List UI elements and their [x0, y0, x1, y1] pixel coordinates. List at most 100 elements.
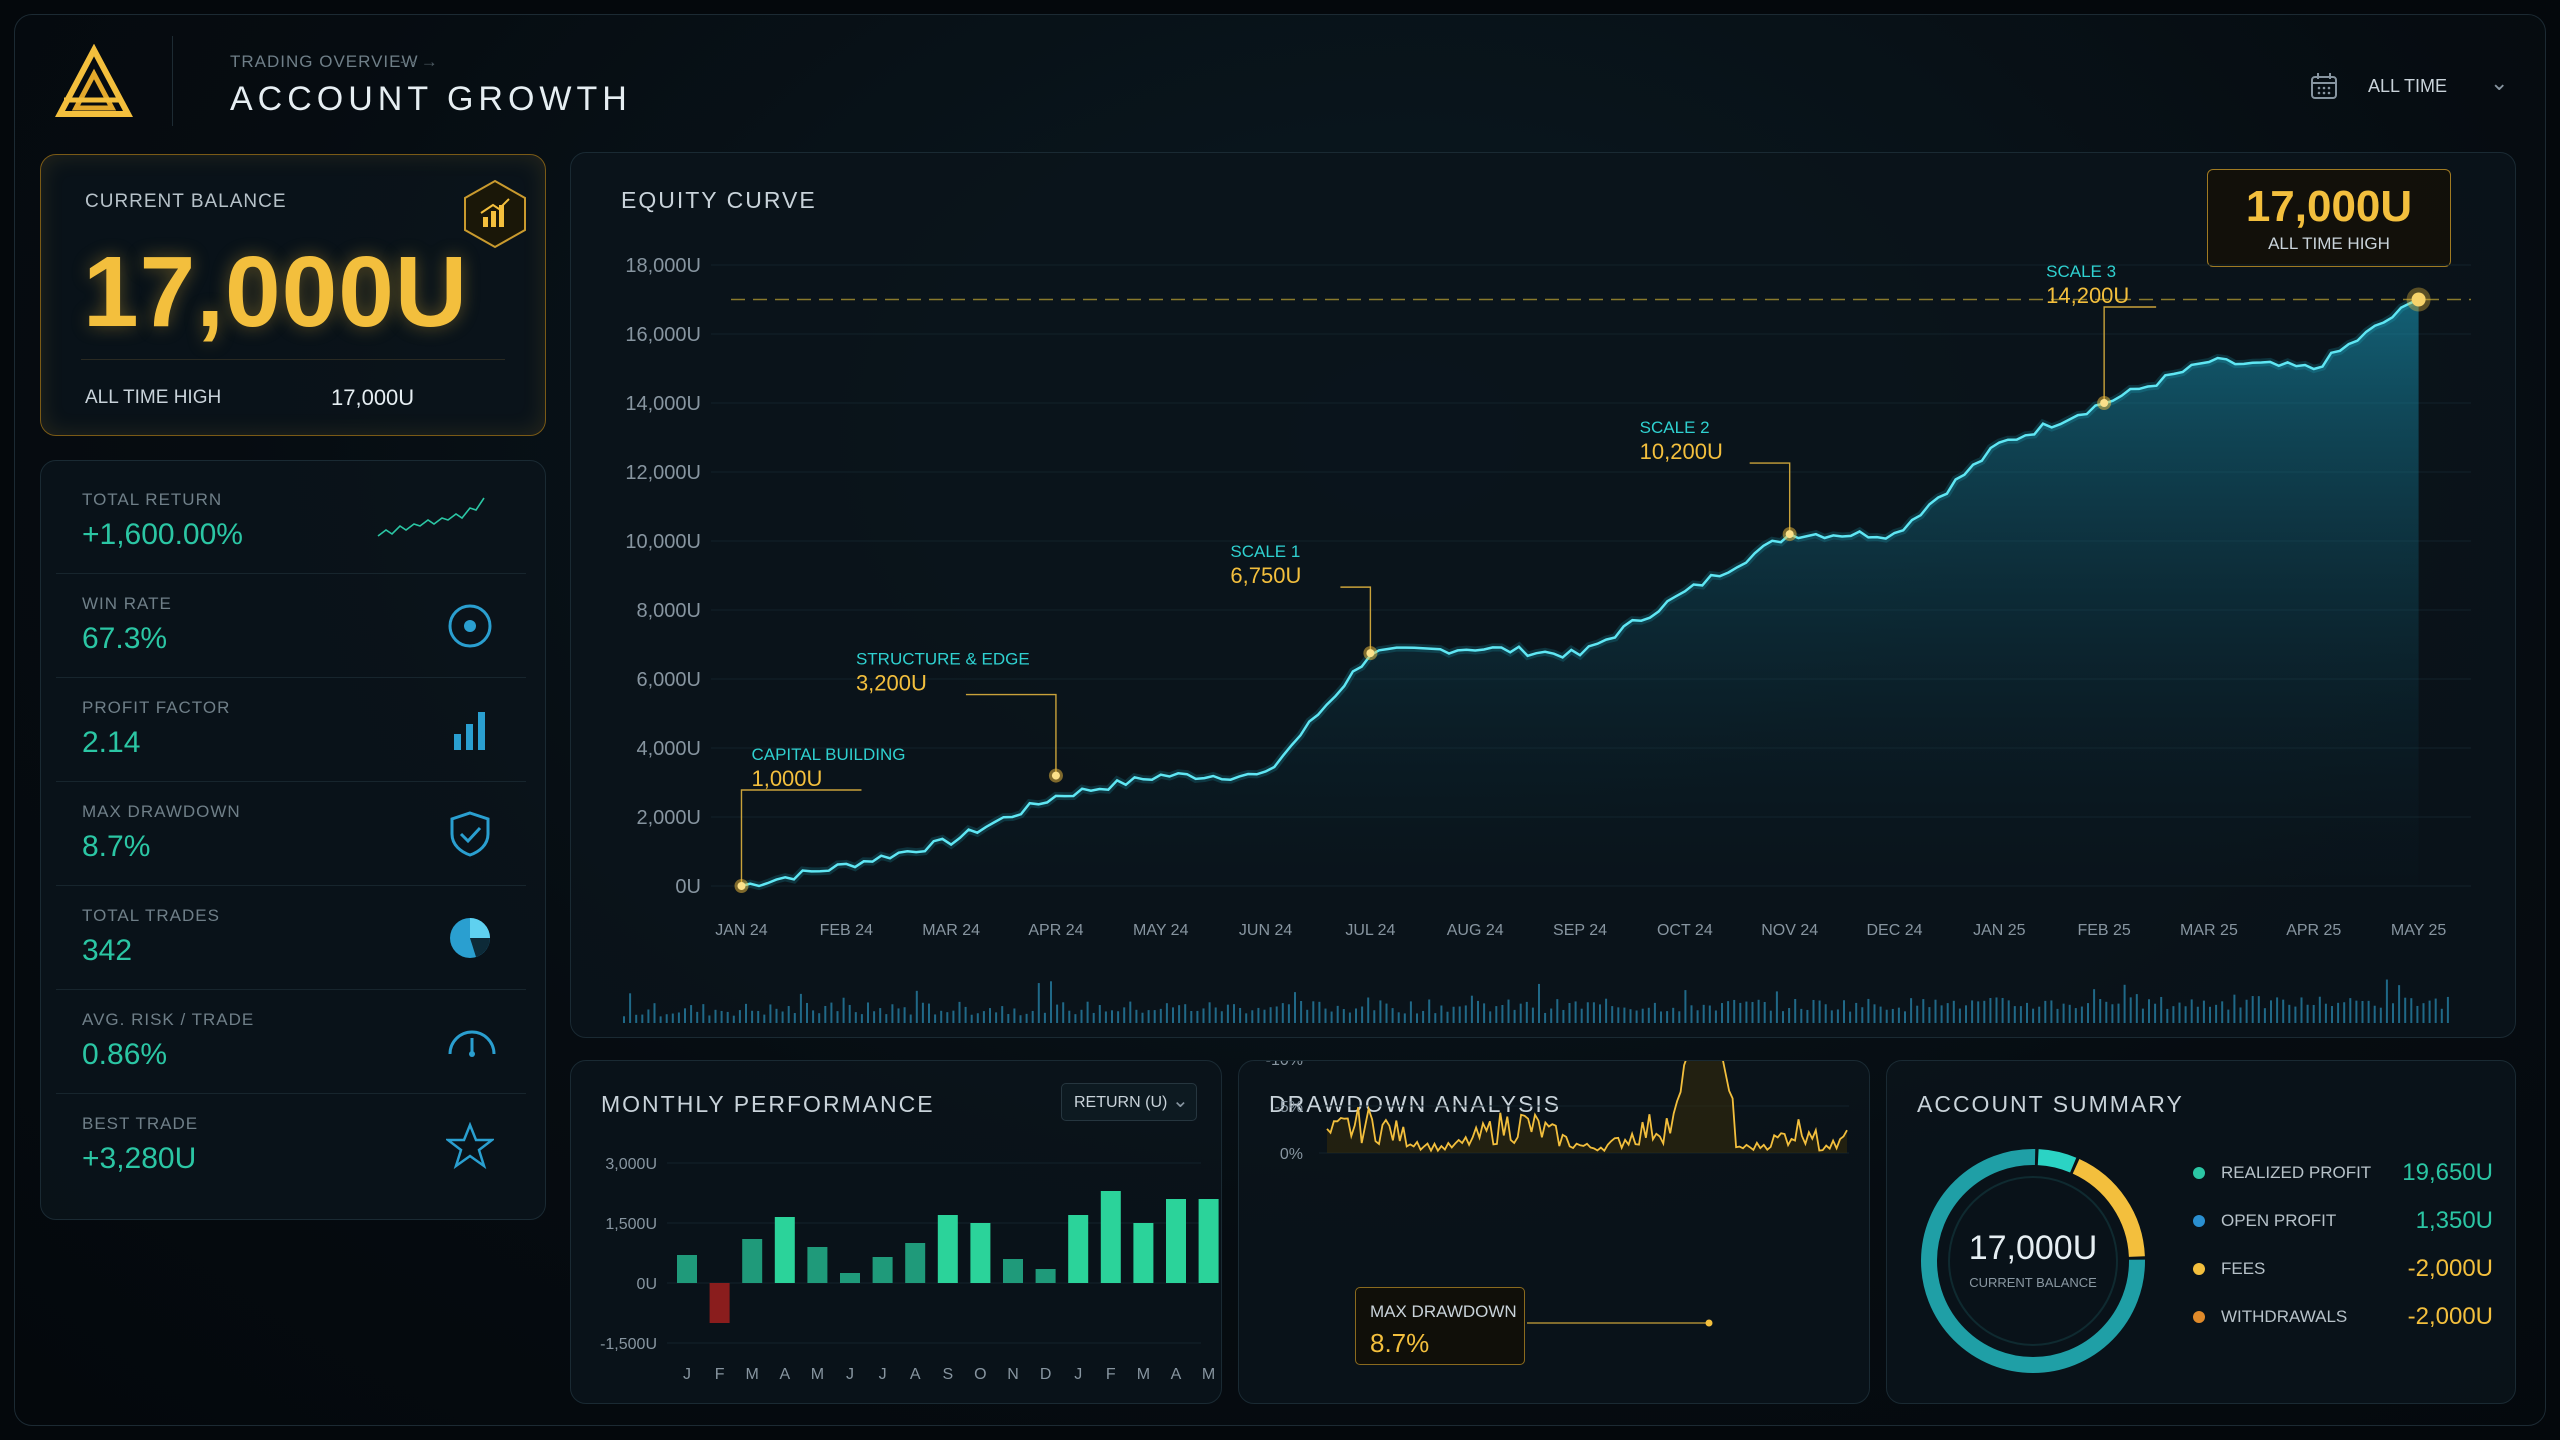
stat-label: MAX DRAWDOWN	[82, 802, 241, 821]
volume-bar	[824, 1005, 827, 1023]
volume-bar	[2282, 999, 2285, 1023]
stat-label: WIN RATE	[82, 594, 172, 613]
summary-legend-item: OPEN PROFIT 1,350U	[2193, 1201, 2493, 1249]
volume-bar	[1031, 1010, 1034, 1023]
volume-bar	[1342, 1009, 1345, 1023]
volume-bar	[873, 1011, 876, 1023]
volume-bar	[1092, 1012, 1095, 1023]
volume-bar	[2373, 1005, 2376, 1023]
drawdown-line	[1326, 1061, 1848, 1153]
y-tick-label: 4,000U	[637, 738, 702, 760]
volume-bar	[1666, 1011, 1669, 1023]
volume-bar	[2440, 1008, 2443, 1023]
volume-bar	[1287, 1004, 1290, 1023]
stat-label: TOTAL TRADES	[82, 906, 220, 925]
volume-bar	[2227, 1009, 2230, 1023]
volume-bar	[1196, 1010, 1199, 1023]
volume-bar	[1940, 1005, 1943, 1023]
volume-bar	[2324, 1003, 2327, 1023]
volume-bar	[1306, 1009, 1309, 1023]
volume-bar	[781, 1011, 784, 1023]
volume-bar	[1556, 999, 1559, 1023]
volume-bar	[1355, 1008, 1357, 1023]
volume-bar	[2007, 1000, 2010, 1023]
volume-bar	[2013, 1006, 2016, 1023]
milestone-point	[1366, 649, 1375, 658]
volume-bar	[2062, 1003, 2065, 1023]
volume-bar	[1574, 1001, 1577, 1023]
volume-bar	[1251, 1010, 1254, 1023]
volume-bar	[1220, 1011, 1223, 1023]
legend-value: -2,000U	[2407, 1303, 2493, 1330]
volume-bar	[2196, 1006, 2199, 1023]
volume-bar	[1452, 1006, 1455, 1023]
month-bar	[937, 1215, 958, 1283]
volume-bar	[2343, 1002, 2346, 1023]
volume-bar	[1745, 1001, 1748, 1023]
volume-bar	[2032, 1008, 2035, 1023]
volume-bar	[1605, 998, 1608, 1023]
volume-bar	[714, 1009, 717, 1023]
volume-bar	[1592, 1002, 1595, 1023]
volume-bar	[818, 1013, 821, 1023]
monthly-metric-dropdown[interactable]: RETURN (U) ⌄	[1061, 1083, 1197, 1121]
volume-bar	[2184, 1006, 2187, 1023]
volume-bar	[1757, 999, 1760, 1023]
volume-bar	[879, 1008, 882, 1023]
equity-chart: 0U 2,000U 4,000U 6,000U 8,000U 10,000U 12,000U…	[623, 255, 2471, 1023]
volume-bar	[659, 1016, 662, 1023]
ath-label: ALL TIME HIGH	[85, 387, 222, 408]
volume-bar	[1629, 1009, 1632, 1023]
volume-bar	[1208, 1002, 1211, 1023]
volume-bar	[2019, 1006, 2022, 1023]
milestone-value: 10,200U	[1640, 439, 1723, 464]
volume-bar	[1068, 1010, 1071, 1023]
milestone-value: 3,200U	[856, 671, 927, 696]
milestone-name: SCALE 2	[1640, 418, 1710, 437]
volume-bar	[2404, 997, 2407, 1023]
volume-bar	[1708, 1005, 1711, 1023]
volume-bar	[2392, 1003, 2394, 1023]
volume-bar	[1946, 1003, 1949, 1023]
volume-bar	[1684, 990, 1687, 1023]
volume-bar	[1056, 1004, 1059, 1023]
summary-donut	[1921, 1149, 2145, 1373]
stat-row: BEST TRADE +3,280U	[56, 1094, 526, 1198]
volume-bar	[629, 993, 632, 1023]
milestone-name: SCALE 3	[2046, 262, 2116, 281]
volume-bar	[1891, 1008, 1894, 1023]
volume-bar	[2434, 998, 2437, 1023]
x-tick-label: F	[715, 1366, 725, 1383]
month-bar	[677, 1255, 697, 1283]
drawdown-title: DRAWDOWN ANALYSIS	[1269, 1091, 1562, 1117]
volume-bar	[1928, 1007, 1931, 1023]
month-bar	[840, 1273, 860, 1283]
volume-bar	[2166, 1008, 2169, 1023]
volume-bar	[2251, 996, 2254, 1023]
volume-bar	[1562, 1009, 1565, 1023]
volume-bar	[738, 1010, 741, 1023]
volume-bar	[2111, 1004, 2114, 1023]
donut-center-label: CURRENT BALANCE	[1969, 1275, 2097, 1290]
equity-title: EQUITY CURVE	[621, 187, 817, 213]
month-bar	[1035, 1269, 1056, 1283]
analytics-icon[interactable]	[463, 179, 527, 249]
max-drawdown-callout: MAX DRAWDOWN 8.7%	[1355, 1287, 1525, 1365]
volume-bar	[1879, 1006, 1882, 1023]
volume-bar	[641, 1014, 644, 1023]
target-icon	[446, 602, 494, 655]
volume-bar	[1904, 1011, 1906, 1023]
legend-label: WITHDRAWALS	[2221, 1307, 2348, 1326]
volume-bar	[2105, 1001, 2108, 1023]
month-bar	[807, 1247, 828, 1283]
x-tick-label: AUG 24	[1447, 922, 1504, 939]
month-bar	[1003, 1259, 1023, 1283]
volume-bar	[1037, 983, 1040, 1023]
volume-bar	[1373, 1010, 1376, 1023]
time-range-selector[interactable]: ALL TIME ⌄	[2310, 64, 2520, 104]
volume-bar	[1434, 1013, 1437, 1023]
x-tick-label: A	[779, 1366, 790, 1383]
stat-value: 2.14	[82, 726, 141, 759]
month-bar	[774, 1217, 795, 1283]
volume-bar	[1257, 1007, 1260, 1023]
